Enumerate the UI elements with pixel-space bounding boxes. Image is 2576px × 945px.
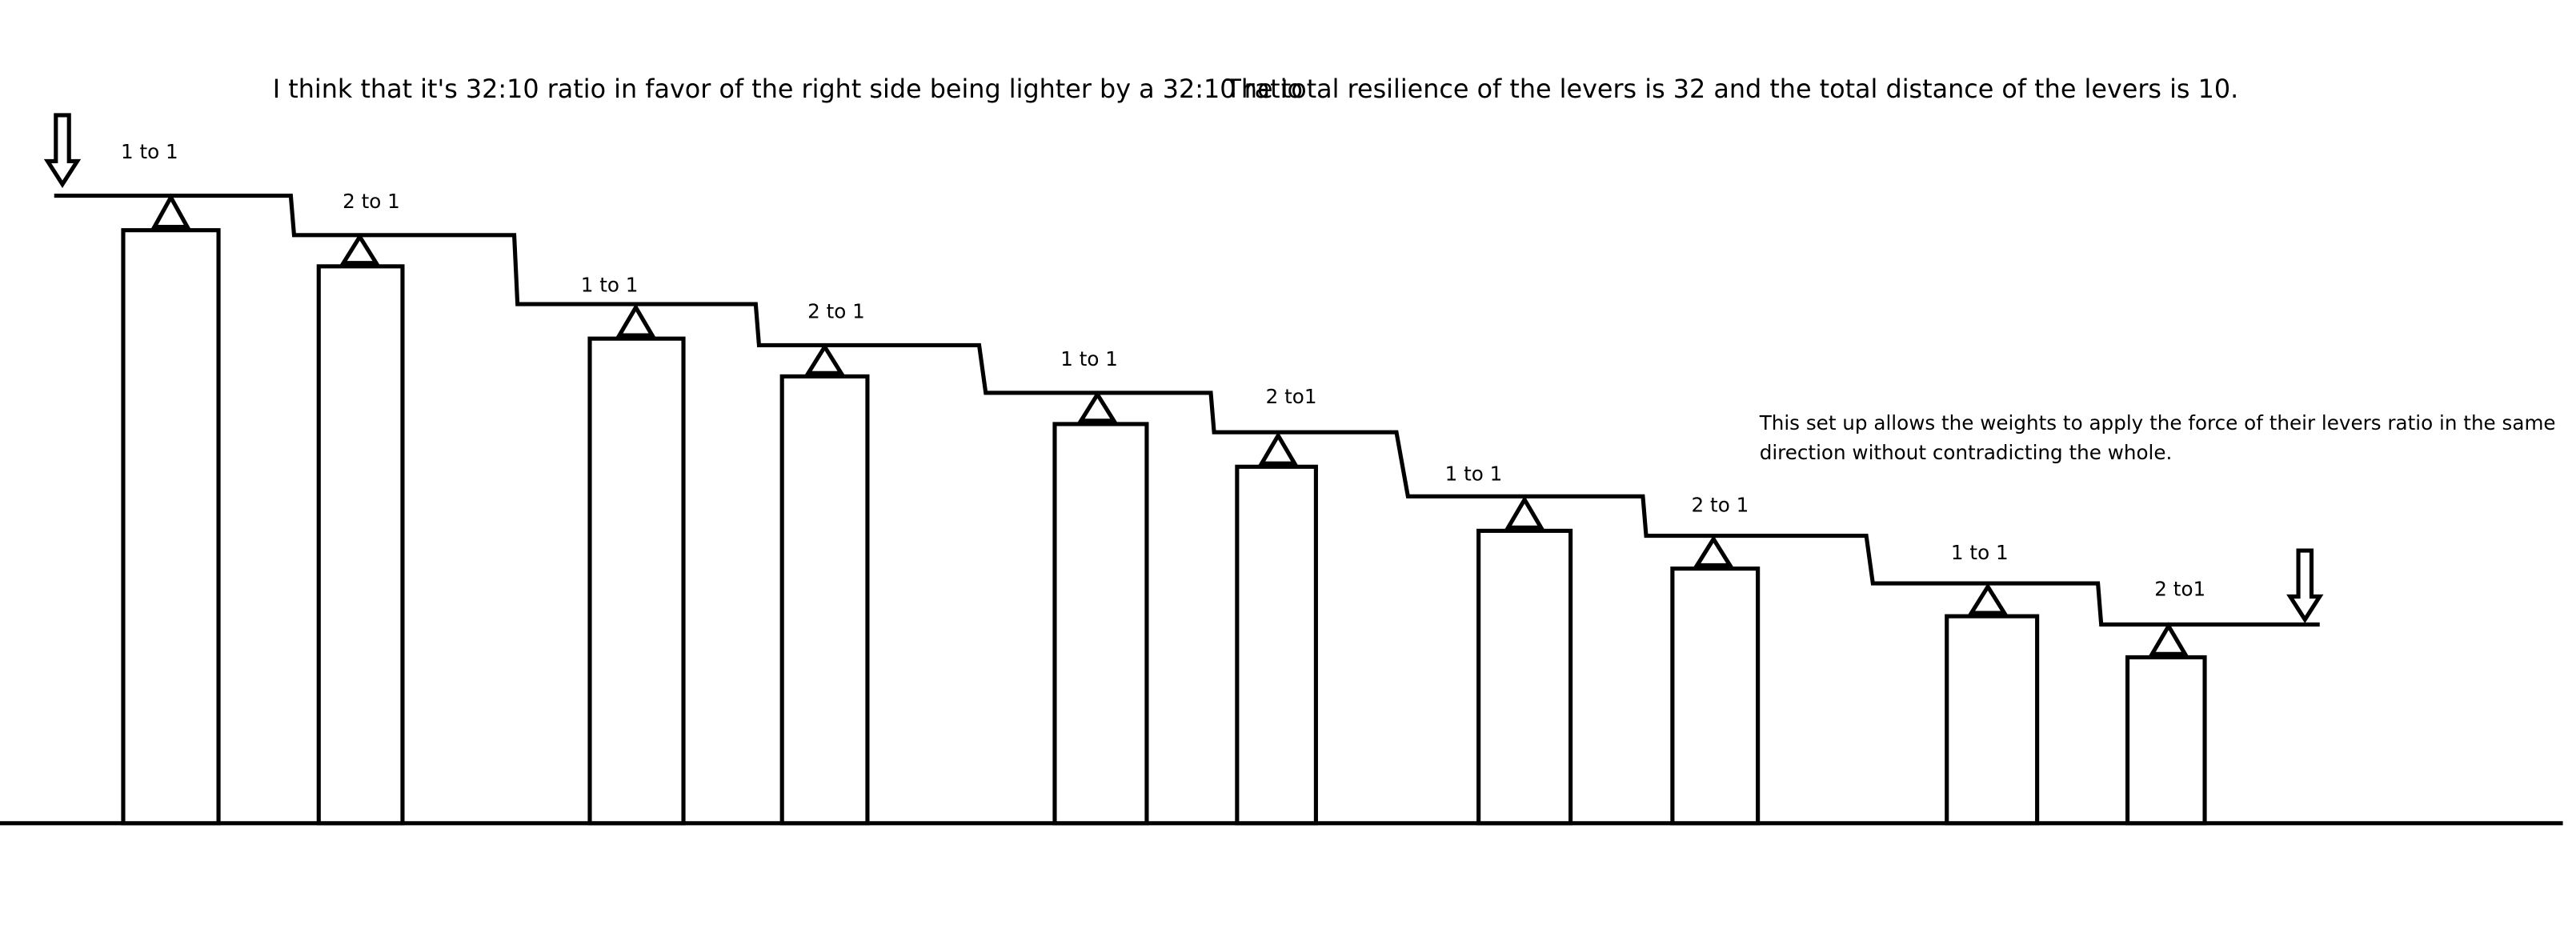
header-line: I think that it's 32:10 ratio in favor o…: [273, 74, 1303, 104]
pillar: [779, 374, 870, 826]
lever-label: 1 to 1: [581, 273, 639, 296]
lever-beam: [54, 194, 2320, 627]
lever-label: 1 to 1: [1060, 347, 1118, 370]
header-line: The total resilience of the levers is 32…: [1224, 74, 2238, 104]
lever-label: 2 to 1: [343, 190, 400, 213]
fulcrum: [804, 342, 845, 375]
down-arrow: [2286, 548, 2324, 623]
fulcrum: [1504, 495, 1545, 530]
lever-label: 1 to 1: [1445, 462, 1503, 486]
fulcrum: [1693, 535, 1734, 568]
lever-label: 1 to 1: [121, 140, 178, 163]
note-line: This set up allows the weights to apply …: [1759, 411, 2556, 434]
pillar: [121, 228, 221, 826]
pillar: [2125, 655, 2207, 826]
pillar: [1235, 464, 1318, 826]
fulcrum: [2148, 622, 2189, 656]
pillar: [587, 336, 686, 826]
lever-label: 1 to 1: [1951, 541, 2009, 564]
fulcrum: [1967, 583, 2009, 615]
pillar: [316, 264, 405, 826]
fulcrum: [1258, 431, 1299, 466]
lever-label: 2 to 1: [1692, 494, 1749, 517]
down-arrow: [43, 113, 82, 188]
note-line: direction without contradicting the whol…: [1760, 441, 2173, 464]
lever-label: 2 to1: [2154, 577, 2205, 600]
pillar: [1945, 614, 2040, 826]
pillar: [1052, 422, 1149, 826]
fulcrum: [1077, 390, 1118, 423]
fulcrum: [150, 193, 191, 230]
fulcrum: [615, 303, 656, 338]
lever-label: 2 to1: [1266, 385, 1317, 408]
pillar: [1476, 528, 1573, 826]
pillar: [1670, 567, 1761, 826]
lever-label: 2 to 1: [807, 299, 865, 322]
fulcrum: [339, 233, 380, 266]
